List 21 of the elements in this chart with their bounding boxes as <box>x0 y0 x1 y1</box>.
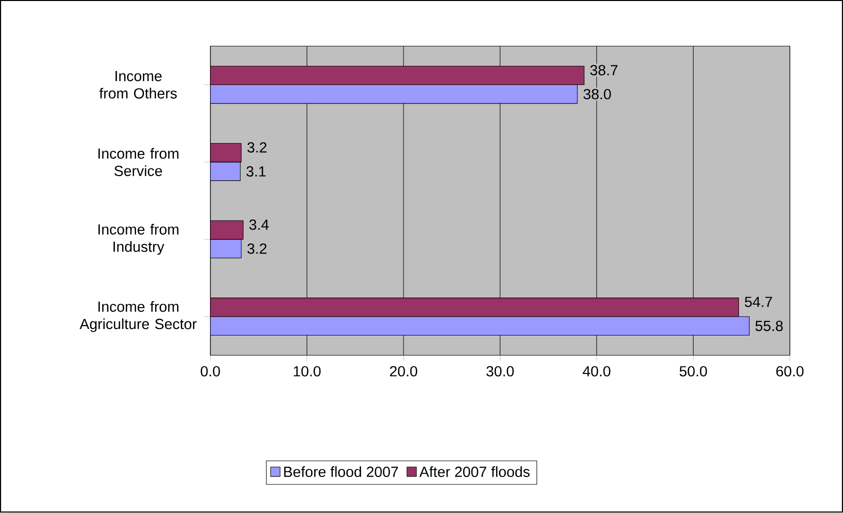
data-label: 38.7 <box>590 65 618 76</box>
x-tick-label: 60.0 <box>776 366 804 377</box>
y-tick-label: Income from Industry <box>98 224 178 255</box>
x-tick-label: 10.0 <box>294 366 321 377</box>
data-label: 38.0 <box>584 89 611 100</box>
legend-label: After 2007 floods <box>419 466 530 478</box>
data-label: 54.7 <box>744 297 772 308</box>
data-label: 55.8 <box>755 320 783 332</box>
y-tick-label: Income from Agriculture Sector <box>80 301 197 332</box>
x-tick-label: 20.0 <box>390 366 418 377</box>
data-label: 3.2 <box>247 244 266 254</box>
y-tick-label: Income from Others <box>99 71 177 99</box>
data-label: 3.1 <box>246 166 266 177</box>
x-tick-label: 0.0 <box>200 366 220 377</box>
y-tick-label: Income from Service <box>98 148 178 176</box>
x-tick-label: 30.0 <box>486 366 514 377</box>
x-tick-label: 40.0 <box>582 366 610 377</box>
data-label: 3.4 <box>249 220 269 230</box>
data-label: 3.2 <box>247 142 266 153</box>
legend-label: Before flood 2007 <box>284 466 398 478</box>
x-tick-label: 50.0 <box>680 366 707 377</box>
